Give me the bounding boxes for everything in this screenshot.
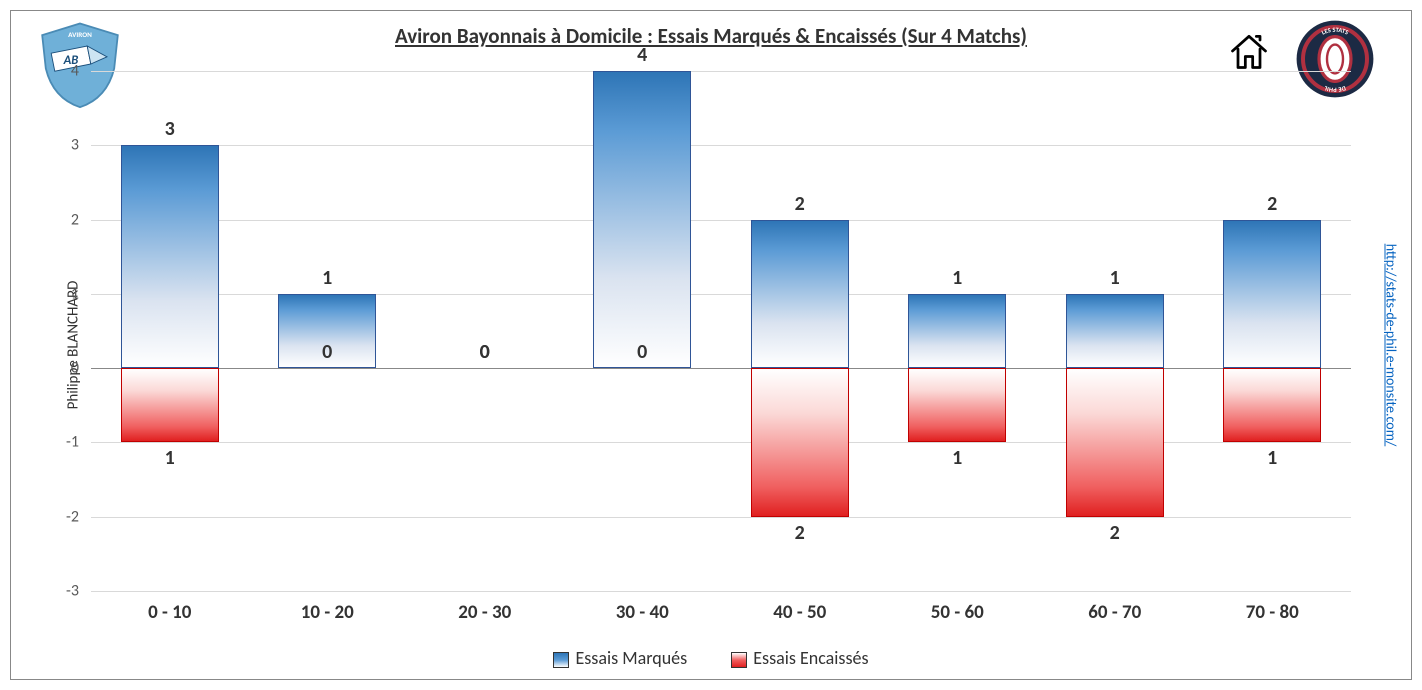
legend-item-encaisses: Essais Encaissés <box>731 647 868 669</box>
y-tick-label: 1 <box>71 284 79 303</box>
grid-line <box>91 71 1351 72</box>
data-label-marques: 1 <box>1110 266 1120 290</box>
legend: Essais Marqués Essais Encaissés <box>11 647 1411 669</box>
bar-encaisses <box>1066 368 1164 517</box>
y-tick-label: 4 <box>71 62 79 81</box>
data-label-encaisses: 0 <box>637 340 647 364</box>
plot-area: -3-2-1012340 - 103110 - 201020 - 300030 … <box>91 71 1351 591</box>
bar-encaisses <box>751 368 849 517</box>
y-tick-label: -3 <box>66 582 79 601</box>
legend-label-marques: Essais Marqués <box>575 647 687 669</box>
data-label-marques: 3 <box>165 117 175 141</box>
data-label-marques: 2 <box>795 192 805 216</box>
chart-title: Aviron Bayonnais à Domicile : Essais Mar… <box>11 23 1411 49</box>
y-tick-label: 2 <box>71 210 79 229</box>
data-label-encaisses: 0 <box>322 340 332 364</box>
grid-line <box>91 220 1351 221</box>
home-icon[interactable] <box>1227 29 1271 73</box>
data-label-marques: 2 <box>1267 192 1277 216</box>
data-label-encaisses: 0 <box>480 340 490 364</box>
x-tick-label: 30 - 40 <box>616 601 669 624</box>
y-tick-label: 3 <box>71 136 79 155</box>
legend-item-marques: Essais Marqués <box>553 647 687 669</box>
x-tick-label: 60 - 70 <box>1088 601 1141 624</box>
grid-line <box>91 517 1351 518</box>
y-tick-label: 0 <box>71 359 79 378</box>
data-label-encaisses: 2 <box>1110 521 1120 545</box>
data-label-encaisses: 1 <box>165 446 175 470</box>
x-tick-label: 20 - 30 <box>458 601 511 624</box>
x-tick-label: 40 - 50 <box>773 601 826 624</box>
legend-swatch-marques <box>553 652 569 668</box>
x-tick-label: 0 - 10 <box>148 601 191 624</box>
bar-encaisses <box>121 368 219 442</box>
y-tick-label: -2 <box>66 507 79 526</box>
bar-marques <box>751 220 849 369</box>
x-tick-label: 10 - 20 <box>301 601 354 624</box>
bar-marques <box>1223 220 1321 369</box>
legend-swatch-encaisses <box>731 652 747 668</box>
bar-marques <box>1066 294 1164 368</box>
grid-line <box>91 591 1351 592</box>
data-label-encaisses: 2 <box>795 521 805 545</box>
data-label-encaisses: 1 <box>952 446 962 470</box>
grid-line <box>91 145 1351 146</box>
x-tick-label: 50 - 60 <box>931 601 984 624</box>
data-label-marques: 1 <box>952 266 962 290</box>
bar-encaisses <box>1223 368 1321 442</box>
bar-encaisses <box>908 368 1006 442</box>
data-label-encaisses: 1 <box>1267 446 1277 470</box>
data-label-marques: 4 <box>637 43 647 67</box>
source-url-link[interactable]: http://stats-de-phil.e-monsite.com/ <box>1383 205 1400 485</box>
legend-label-encaisses: Essais Encaissés <box>753 647 868 669</box>
bar-marques <box>593 71 691 368</box>
bar-marques <box>121 145 219 368</box>
chart-container: Aviron Bayonnais à Domicile : Essais Mar… <box>10 10 1412 680</box>
data-label-marques: 1 <box>322 266 332 290</box>
svg-text:AVIRON: AVIRON <box>68 30 92 39</box>
x-tick-label: 70 - 80 <box>1246 601 1299 624</box>
bar-marques <box>908 294 1006 368</box>
y-tick-label: -1 <box>66 433 79 452</box>
